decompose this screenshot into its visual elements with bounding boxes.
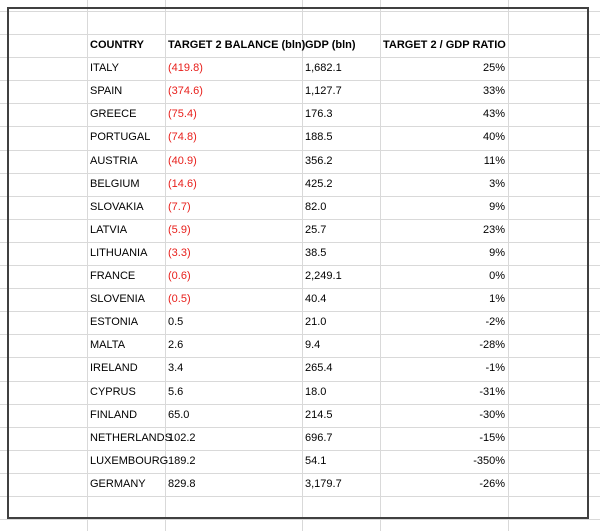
target2-balance-cell: (5.9): [168, 223, 191, 236]
ratio-cell: 25%: [482, 62, 505, 75]
ratio-cell: 3%: [489, 177, 505, 190]
country-cell: LATVIA: [90, 223, 128, 236]
country-cell: LITHUANIA: [90, 246, 148, 259]
target2-balance-cell: (419.8): [168, 62, 203, 75]
ratio-cell: 9%: [489, 246, 505, 259]
country-cell: CYPRUS: [90, 385, 136, 398]
target2-balance-cell: 5.6: [168, 385, 184, 398]
ratio-cell: -1%: [485, 362, 505, 375]
gdp-cell: 188.5: [305, 131, 333, 144]
gdp-cell: 38.5: [305, 246, 327, 259]
gdp-cell: 356.2: [305, 154, 333, 167]
country-cell: BELGIUM: [90, 177, 140, 190]
target2-balance-cell: 189.2: [168, 454, 196, 467]
country-cell: ITALY: [90, 62, 119, 75]
target2-balance-cell: 65.0: [168, 408, 190, 421]
target2-balance-cell: (7.7): [168, 200, 191, 213]
country-cell: GREECE: [90, 108, 137, 121]
country-cell: SLOVENIA: [90, 293, 146, 306]
ratio-cell: 11%: [483, 154, 505, 167]
ratio-cell: 1%: [489, 293, 505, 306]
country-cell: FRANCE: [90, 270, 136, 282]
target2-balance-cell: 102.2: [168, 431, 196, 444]
gdp-cell: 2,249.1: [305, 270, 342, 282]
ratio-cell: 43%: [482, 108, 505, 121]
target2-balance-cell: (0.5): [168, 293, 191, 306]
gdp-cell: 25.7: [305, 223, 327, 236]
country-cell: MALTA: [90, 339, 126, 352]
gdp-cell: 54.1: [305, 454, 327, 467]
target2-balance-cell: 829.8: [168, 477, 196, 490]
gdp-cell: 82.0: [305, 200, 327, 213]
border-box: [7, 7, 589, 519]
target2-balance-cell: 2.6: [168, 339, 184, 352]
gdp-cell: 21.0: [305, 316, 327, 329]
target2-balance-cell: (3.3): [168, 246, 191, 259]
country-cell: SPAIN: [90, 85, 123, 98]
country-cell: LUXEMBOURG: [90, 454, 169, 467]
ratio-cell: 40%: [482, 131, 505, 144]
ratio-cell: 9%: [489, 200, 505, 213]
target2-balance-cell: (74.8): [168, 131, 197, 144]
ratio-cell: -26%: [479, 477, 505, 490]
country-cell: AUSTRIA: [90, 154, 138, 167]
gdp-cell: 265.4: [305, 362, 333, 375]
gdp-cell: 18.0: [305, 385, 327, 398]
header-cell: COUNTRY: [90, 39, 144, 51]
target2-balance-cell: (40.9): [168, 154, 197, 167]
ratio-cell: -350%: [473, 454, 505, 467]
ratio-cell: 23%: [482, 223, 505, 236]
gdp-cell: 214.5: [305, 408, 333, 421]
target2-balance-cell: 0.5: [168, 316, 184, 329]
ratio-cell: -15%: [479, 431, 505, 444]
gdp-cell: 9.4: [305, 339, 321, 352]
gdp-cell: 1,127.7: [305, 85, 342, 98]
target2-balance-cell: (374.6): [168, 85, 203, 98]
gdp-cell: 40.4: [305, 293, 327, 306]
country-cell: GERMANY: [90, 477, 146, 490]
country-cell: PORTUGAL: [90, 131, 151, 144]
ratio-cell: 0%: [489, 270, 505, 282]
target2-balance-cell: (14.6): [168, 177, 197, 190]
header-cell: GDP (bln): [305, 39, 356, 51]
header-cell: TARGET 2 BALANCE (bln): [168, 39, 306, 51]
gdp-cell: 696.7: [305, 431, 333, 444]
country-cell: IRELAND: [90, 362, 138, 375]
ratio-cell: -2%: [485, 316, 505, 329]
gdp-cell: 176.3: [305, 108, 333, 121]
gdp-cell: 3,179.7: [305, 477, 342, 490]
ratio-cell: -30%: [479, 408, 505, 421]
ratio-cell: -31%: [479, 385, 505, 398]
ratio-cell: -28%: [479, 339, 505, 352]
target2-balance-cell: (75.4): [168, 108, 197, 121]
target2-balance-cell: (0.6): [168, 270, 191, 282]
ratio-cell: 33%: [482, 85, 505, 98]
gdp-cell: 1,682.1: [305, 62, 342, 75]
gdp-cell: 425.2: [305, 177, 333, 190]
target2-balance-cell: 3.4: [168, 362, 184, 375]
country-cell: NETHERLANDS: [90, 431, 172, 444]
country-cell: SLOVAKIA: [90, 200, 144, 213]
header-cell: TARGET 2 / GDP RATIO: [383, 39, 506, 51]
country-cell: ESTONIA: [90, 316, 139, 329]
country-cell: FINLAND: [90, 408, 138, 421]
